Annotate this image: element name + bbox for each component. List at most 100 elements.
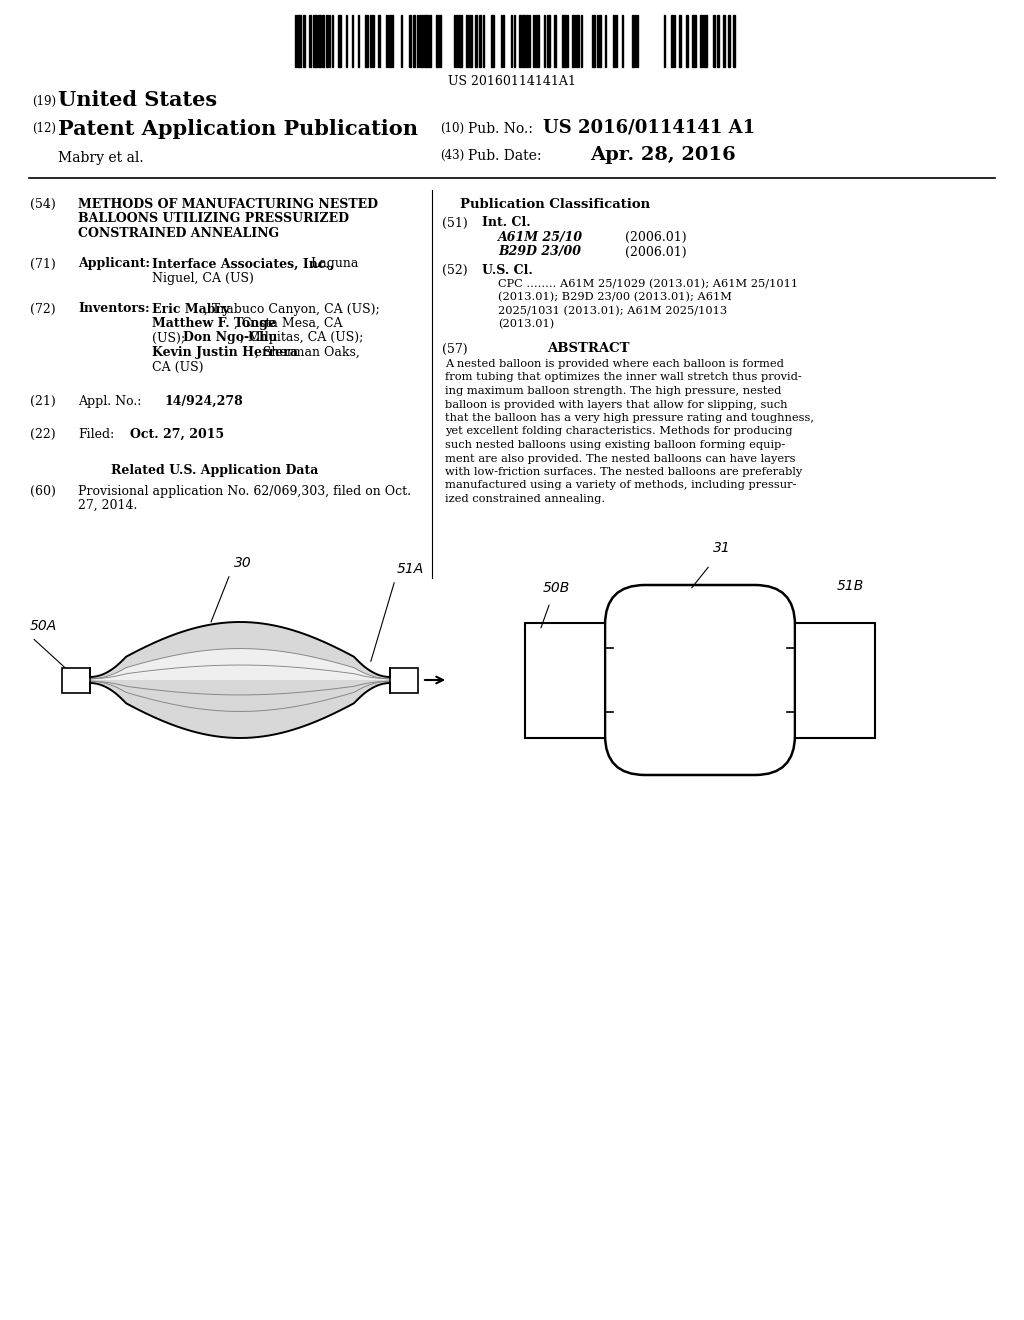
Text: (52): (52) — [442, 264, 468, 277]
Text: Filed:: Filed: — [78, 428, 115, 441]
Text: 30: 30 — [234, 556, 252, 570]
Text: Inventors:: Inventors: — [78, 302, 150, 315]
Bar — [525, 623, 605, 738]
Text: (US);: (US); — [152, 331, 189, 345]
Text: CA (US): CA (US) — [152, 360, 204, 374]
Text: Niguel, CA (US): Niguel, CA (US) — [152, 272, 254, 285]
Bar — [409, 15, 411, 67]
Text: CONSTRAINED ANNEALING: CONSTRAINED ANNEALING — [78, 227, 280, 240]
Text: (12): (12) — [32, 121, 56, 135]
Bar — [723, 15, 725, 67]
Text: Patent Application Publication: Patent Application Publication — [58, 119, 418, 139]
Text: (54): (54) — [30, 198, 55, 211]
Text: (51): (51) — [442, 216, 468, 230]
Text: with low-friction surfaces. The nested balloons are preferably: with low-friction surfaces. The nested b… — [445, 467, 802, 477]
Text: 51A: 51A — [397, 562, 424, 576]
Bar — [575, 15, 579, 67]
Text: (21): (21) — [30, 395, 55, 408]
Bar — [338, 15, 341, 67]
Text: , Costa Mesa, CA: , Costa Mesa, CA — [234, 317, 343, 330]
Bar — [466, 15, 469, 67]
Bar — [599, 15, 601, 67]
Bar — [700, 15, 703, 67]
Text: Don Ngo-Chu: Don Ngo-Chu — [183, 331, 278, 345]
Text: CPC ........ A61M 25/1029 (2013.01); A61M 25/1011: CPC ........ A61M 25/1029 (2013.01); A61… — [498, 279, 798, 289]
Text: Interface Associates, Inc.,: Interface Associates, Inc., — [152, 257, 334, 271]
Text: METHODS OF MANUFACTURING NESTED: METHODS OF MANUFACTURING NESTED — [78, 198, 378, 211]
Text: from tubing that optimizes the inner wall stretch thus provid-: from tubing that optimizes the inner wal… — [445, 372, 802, 383]
Bar — [429, 15, 431, 67]
Bar — [326, 15, 328, 67]
Bar — [733, 15, 735, 67]
Text: (72): (72) — [30, 302, 55, 315]
Text: BALLOONS UTILIZING PRESSURIZED: BALLOONS UTILIZING PRESSURIZED — [78, 213, 349, 226]
Bar — [613, 15, 615, 67]
Text: (2013.01); B29D 23/00 (2013.01); A61M: (2013.01); B29D 23/00 (2013.01); A61M — [498, 292, 732, 302]
Bar — [713, 15, 715, 67]
Text: Int. Cl.: Int. Cl. — [482, 216, 530, 230]
Text: 50B: 50B — [543, 581, 570, 594]
Bar — [547, 15, 550, 67]
Text: , Trabuco Canyon, CA (US);: , Trabuco Canyon, CA (US); — [204, 302, 379, 315]
Bar — [519, 15, 521, 67]
Text: (22): (22) — [30, 428, 55, 441]
Bar — [717, 15, 719, 67]
Text: (43): (43) — [440, 149, 464, 162]
Bar — [537, 15, 539, 67]
Bar — [439, 15, 441, 67]
Text: , Milpitas, CA (US);: , Milpitas, CA (US); — [240, 331, 362, 345]
Bar — [705, 15, 707, 67]
Bar — [479, 15, 481, 67]
Bar — [679, 15, 681, 67]
Text: manufactured using a variety of methods, including pressur-: manufactured using a variety of methods,… — [445, 480, 797, 491]
Text: 14/924,278: 14/924,278 — [165, 395, 244, 408]
Text: Kevin Justin Herrera: Kevin Justin Herrera — [152, 346, 298, 359]
Text: Applicant:: Applicant: — [78, 257, 150, 271]
Text: yet excellent folding characteristics. Methods for producing: yet excellent folding characteristics. M… — [445, 426, 793, 437]
Bar — [686, 15, 688, 67]
Bar — [562, 15, 566, 67]
Bar — [436, 15, 438, 67]
Text: Pub. Date:: Pub. Date: — [468, 149, 542, 162]
Text: Publication Classification: Publication Classification — [460, 198, 650, 211]
Polygon shape — [90, 648, 390, 680]
Text: A61M 25/10: A61M 25/10 — [498, 231, 583, 244]
Bar — [459, 15, 462, 67]
Text: Mabry et al.: Mabry et al. — [58, 150, 143, 165]
Bar — [322, 15, 324, 67]
Bar — [475, 15, 477, 67]
Text: U.S. Cl.: U.S. Cl. — [482, 264, 532, 277]
Bar — [632, 15, 634, 67]
Text: US 20160114141A1: US 20160114141A1 — [449, 75, 575, 88]
Text: 2025/1031 (2013.01); A61M 2025/1013: 2025/1031 (2013.01); A61M 2025/1013 — [498, 305, 727, 315]
Bar — [313, 15, 317, 67]
Text: B29D 23/00: B29D 23/00 — [498, 246, 581, 259]
Text: A nested balloon is provided where each balloon is formed: A nested balloon is provided where each … — [445, 359, 784, 370]
Text: (10): (10) — [440, 121, 464, 135]
Text: 27, 2014.: 27, 2014. — [78, 499, 137, 512]
Bar — [390, 668, 418, 693]
Text: 50A: 50A — [30, 619, 57, 634]
Bar — [728, 15, 730, 67]
Bar — [490, 15, 494, 67]
Bar — [297, 15, 301, 67]
Bar — [526, 15, 528, 67]
Bar — [318, 15, 321, 67]
Text: Provisional application No. 62/069,303, filed on Oct.: Provisional application No. 62/069,303, … — [78, 484, 411, 498]
Text: Appl. No.:: Appl. No.: — [78, 395, 141, 408]
Bar — [554, 15, 556, 67]
Bar — [470, 15, 472, 67]
Text: Related U.S. Application Data: Related U.S. Application Data — [112, 465, 318, 477]
Text: (57): (57) — [442, 342, 468, 355]
Bar — [692, 15, 696, 67]
Bar — [572, 15, 575, 67]
Text: Eric Mabry: Eric Mabry — [152, 302, 229, 315]
Text: ing maximum balloon strength. The high pressure, nested: ing maximum balloon strength. The high p… — [445, 385, 781, 396]
Text: United States: United States — [58, 90, 217, 110]
Text: , Sherman Oaks,: , Sherman Oaks, — [255, 346, 359, 359]
Bar — [370, 15, 372, 67]
Text: (2006.01): (2006.01) — [625, 231, 687, 244]
Bar — [795, 623, 874, 738]
Polygon shape — [90, 622, 390, 738]
Text: Matthew F. Tonge: Matthew F. Tonge — [152, 317, 276, 330]
